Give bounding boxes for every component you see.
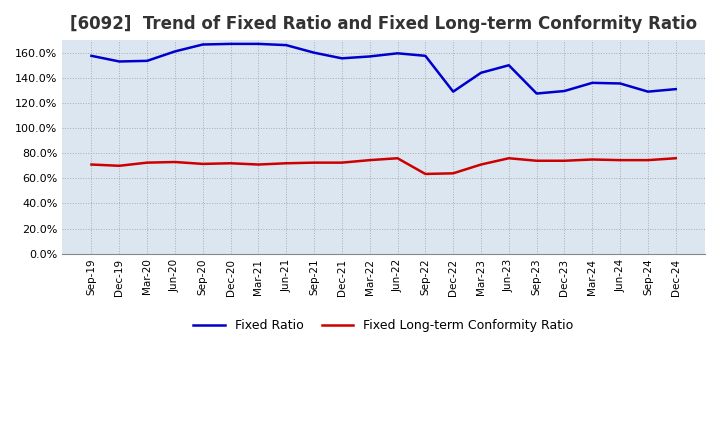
Fixed Long-term Conformity Ratio: [171, 159, 179, 165]
Fixed Ratio: [644, 89, 652, 94]
Fixed Long-term Conformity Ratio: [226, 161, 235, 166]
Fixed Ratio: [199, 42, 207, 47]
Fixed Long-term Conformity Ratio: [393, 156, 402, 161]
Fixed Long-term Conformity Ratio: [644, 158, 652, 163]
Fixed Ratio: [588, 80, 597, 85]
Fixed Long-term Conformity Ratio: [254, 162, 263, 167]
Fixed Ratio: [616, 81, 624, 86]
Fixed Long-term Conformity Ratio: [115, 163, 124, 169]
Fixed Ratio: [532, 91, 541, 96]
Fixed Ratio: [115, 59, 124, 64]
Fixed Ratio: [338, 56, 346, 61]
Fixed Ratio: [143, 58, 151, 63]
Line: Fixed Long-term Conformity Ratio: Fixed Long-term Conformity Ratio: [91, 158, 676, 174]
Fixed Ratio: [282, 43, 291, 48]
Fixed Ratio: [560, 88, 569, 94]
Fixed Long-term Conformity Ratio: [282, 161, 291, 166]
Line: Fixed Ratio: Fixed Ratio: [91, 44, 676, 94]
Fixed Long-term Conformity Ratio: [616, 158, 624, 163]
Fixed Long-term Conformity Ratio: [199, 161, 207, 166]
Fixed Long-term Conformity Ratio: [588, 157, 597, 162]
Fixed Long-term Conformity Ratio: [477, 162, 485, 167]
Fixed Ratio: [310, 50, 318, 55]
Fixed Ratio: [393, 51, 402, 56]
Fixed Long-term Conformity Ratio: [87, 162, 96, 167]
Fixed Ratio: [254, 41, 263, 47]
Fixed Long-term Conformity Ratio: [421, 171, 430, 176]
Fixed Long-term Conformity Ratio: [338, 160, 346, 165]
Fixed Long-term Conformity Ratio: [532, 158, 541, 163]
Fixed Ratio: [226, 41, 235, 47]
Fixed Long-term Conformity Ratio: [143, 160, 151, 165]
Fixed Ratio: [171, 49, 179, 54]
Title: [6092]  Trend of Fixed Ratio and Fixed Long-term Conformity Ratio: [6092] Trend of Fixed Ratio and Fixed Lo…: [70, 15, 697, 33]
Fixed Long-term Conformity Ratio: [560, 158, 569, 163]
Fixed Ratio: [87, 53, 96, 59]
Fixed Ratio: [365, 54, 374, 59]
Fixed Long-term Conformity Ratio: [365, 158, 374, 163]
Fixed Long-term Conformity Ratio: [505, 156, 513, 161]
Fixed Ratio: [449, 89, 457, 94]
Legend: Fixed Ratio, Fixed Long-term Conformity Ratio: Fixed Ratio, Fixed Long-term Conformity …: [189, 314, 579, 337]
Fixed Long-term Conformity Ratio: [449, 171, 457, 176]
Fixed Long-term Conformity Ratio: [672, 156, 680, 161]
Fixed Ratio: [477, 70, 485, 75]
Fixed Ratio: [421, 53, 430, 59]
Fixed Long-term Conformity Ratio: [310, 160, 318, 165]
Fixed Ratio: [672, 87, 680, 92]
Fixed Ratio: [505, 62, 513, 68]
